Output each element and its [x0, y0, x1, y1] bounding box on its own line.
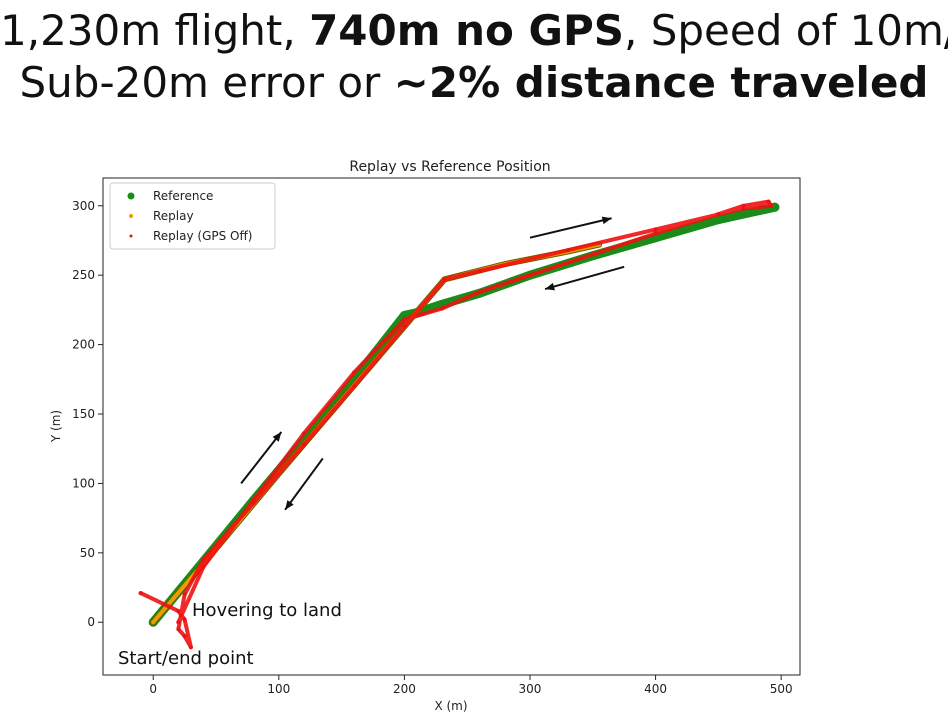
y-tick-label: 50 [80, 546, 95, 560]
y-tick-label: 300 [72, 199, 95, 213]
x-axis: 0 100 200 300 400 500 [149, 675, 793, 696]
plot-frame [102, 177, 801, 676]
headline-line-2: Sub-20m error or ~2% distance traveled [0, 58, 948, 108]
point-replay-gps-off [527, 273, 532, 278]
legend-label-reference: Reference [153, 189, 213, 203]
arrow-outbound [240, 431, 283, 485]
point-replay-gps-off [201, 557, 206, 562]
legend-label-replay: Replay [153, 209, 194, 223]
y-tick-label: 200 [72, 338, 95, 352]
y-axis-label: Y (m) [49, 410, 63, 443]
point-replay-gps-off [477, 289, 482, 294]
point-replay-gps-off [590, 252, 595, 257]
point-replay-gps-off [251, 500, 256, 505]
series-replay-outline [150, 241, 603, 626]
point-replay-gps-off [766, 199, 771, 204]
headline-2-pre: Sub-20m error or [19, 58, 394, 107]
point-replay-gps-off [201, 564, 206, 569]
point-replay-gps-off [138, 591, 143, 596]
point-replay-gps-off [565, 248, 570, 253]
series-layer [138, 199, 780, 650]
point-replay-gps-off [716, 212, 721, 217]
point-replay-gps-off [352, 384, 357, 389]
legend-marker-replay [129, 214, 133, 218]
headline-1-pre: 1,230m flight, [0, 6, 310, 55]
x-tick-label: 400 [644, 682, 667, 696]
point-replay-gps-off [251, 498, 256, 503]
legend-box [109, 182, 276, 250]
arrow-head-return [285, 500, 294, 510]
point-replay [151, 620, 156, 625]
x-axis-label: X (m) [434, 699, 467, 713]
headline-1-post: , Speed of 10m/s [624, 6, 948, 55]
arrow-head-outbound [272, 432, 282, 442]
point-replay-gps-off [176, 609, 181, 614]
series-replay [151, 242, 602, 625]
headline-1-bold: 740m no GPS [309, 6, 625, 55]
x-tick-label: 0 [149, 682, 157, 696]
headline-2-bold: ~2% distance traveled [393, 58, 929, 107]
point-replay-gps-off [301, 431, 306, 436]
arrow-head-outbound [601, 216, 612, 225]
y-tick-label: 250 [72, 268, 95, 282]
point-replay-gps-off [442, 277, 447, 282]
arrow-outbound [529, 217, 612, 239]
point-replay-gps-off [178, 613, 183, 618]
point-replay-gps-off [653, 231, 658, 236]
y-axis: 0 50 100 150 200 250 300 [72, 199, 103, 629]
point-replay-gps-off [182, 617, 187, 622]
point-replay-gps-off [352, 370, 357, 375]
annotation-hovering: Hovering to land [192, 600, 342, 621]
point-replay-gps-off [182, 592, 187, 597]
point-replay-gps-off [769, 203, 774, 208]
point-replay-gps-off [402, 324, 407, 329]
point-replay-gps-off [477, 269, 482, 274]
arrow-head-return [545, 282, 555, 291]
x-tick-label: 300 [519, 682, 542, 696]
series-replay-gps-off [138, 199, 774, 650]
legend: Reference Replay Replay (GPS Off) [109, 182, 276, 250]
y-tick-label: 100 [72, 476, 95, 490]
arrow-return [284, 457, 324, 511]
x-tick-label: 500 [770, 682, 793, 696]
legend-marker-replay-gps-off [129, 234, 133, 238]
legend-label-replay-gps-off: Replay (GPS Off) [153, 229, 252, 243]
point-replay-gps-off [176, 627, 181, 632]
point-replay-gps-off [188, 645, 193, 650]
point-replay-gps-off [421, 312, 426, 317]
point-replay-gps-off [402, 317, 407, 322]
direction-arrows [240, 216, 625, 511]
series-reference [148, 202, 780, 627]
x-tick-label: 200 [393, 682, 416, 696]
y-tick-label: 150 [72, 407, 95, 421]
annotation-start-end: Start/end point [118, 648, 254, 669]
chart-title: Replay vs Reference Position [349, 159, 550, 175]
point-replay-gps-off [741, 206, 746, 211]
point-replay-gps-off [653, 227, 658, 232]
arrow-return [544, 265, 625, 291]
y-tick-label: 0 [87, 615, 95, 629]
point-replay-gps-off [301, 442, 306, 447]
legend-marker-reference [127, 192, 135, 200]
x-tick-label: 100 [267, 682, 290, 696]
point-replay-gps-off [440, 306, 445, 311]
point-replay-gps-off [176, 620, 181, 625]
point-reference [713, 215, 723, 225]
headline-line-1: 1,230m flight, 740m no GPS, Speed of 10m… [0, 6, 948, 56]
point-replay-gps-off [741, 203, 746, 208]
point-replay-gps-off [182, 634, 187, 639]
